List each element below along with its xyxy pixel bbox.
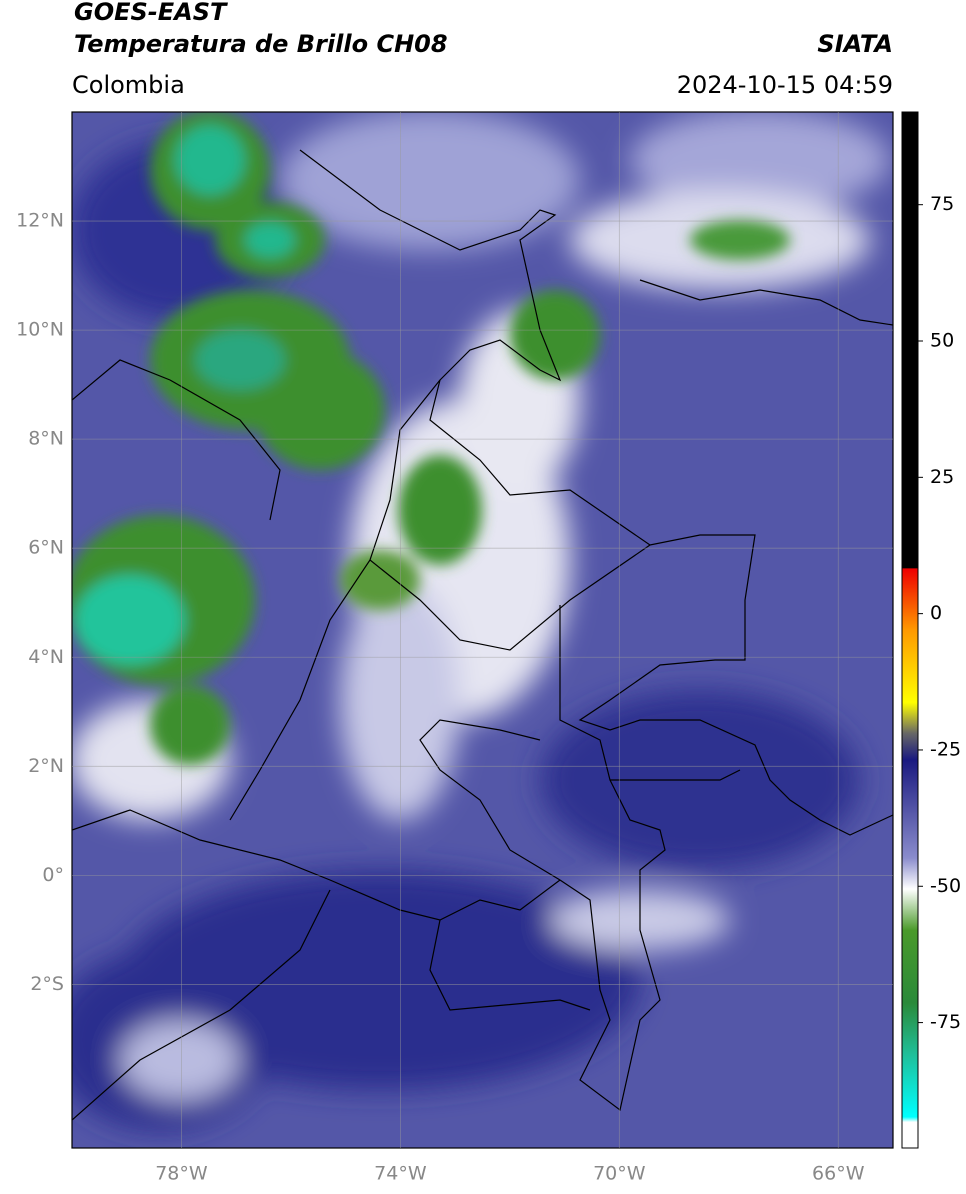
satellite-image <box>72 112 893 1148</box>
subtitle: Temperatura de Brillo CH08 <box>74 30 448 58</box>
x-tick-label: 66°W <box>812 1163 865 1185</box>
colorbar-tick-label: -75 <box>930 1011 961 1033</box>
y-tick-label: 6°N <box>28 537 64 559</box>
datetime: 2024-10-15 04:59 <box>677 71 893 99</box>
y-tick-label: 2°S <box>30 973 64 995</box>
y-tick-label: 0° <box>42 864 64 886</box>
region: Colombia <box>72 71 185 99</box>
map-frame <box>71 111 894 1149</box>
title: GOES-EAST <box>74 0 228 26</box>
colorbar-tick-label: 75 <box>930 193 954 215</box>
colorbar-tick-label: 0 <box>930 602 942 624</box>
colorbar-tick-label: -50 <box>930 875 961 897</box>
y-tick-label: 2°N <box>28 755 64 777</box>
y-tick-label: 12°N <box>16 210 64 232</box>
colorbar <box>901 111 919 1149</box>
agency: SIATA <box>817 30 893 58</box>
y-tick-label: 10°N <box>16 319 64 341</box>
x-tick-label: 70°W <box>593 1163 646 1185</box>
colorbar-tick-label: -25 <box>930 738 961 760</box>
x-tick-label: 74°W <box>374 1163 427 1185</box>
x-tick-label: 78°W <box>155 1163 208 1185</box>
colorbar-tick-label: 25 <box>930 466 954 488</box>
y-tick-label: 8°N <box>28 428 64 450</box>
colorbar-tick-label: 50 <box>930 330 954 352</box>
y-tick-label: 4°N <box>28 646 64 668</box>
